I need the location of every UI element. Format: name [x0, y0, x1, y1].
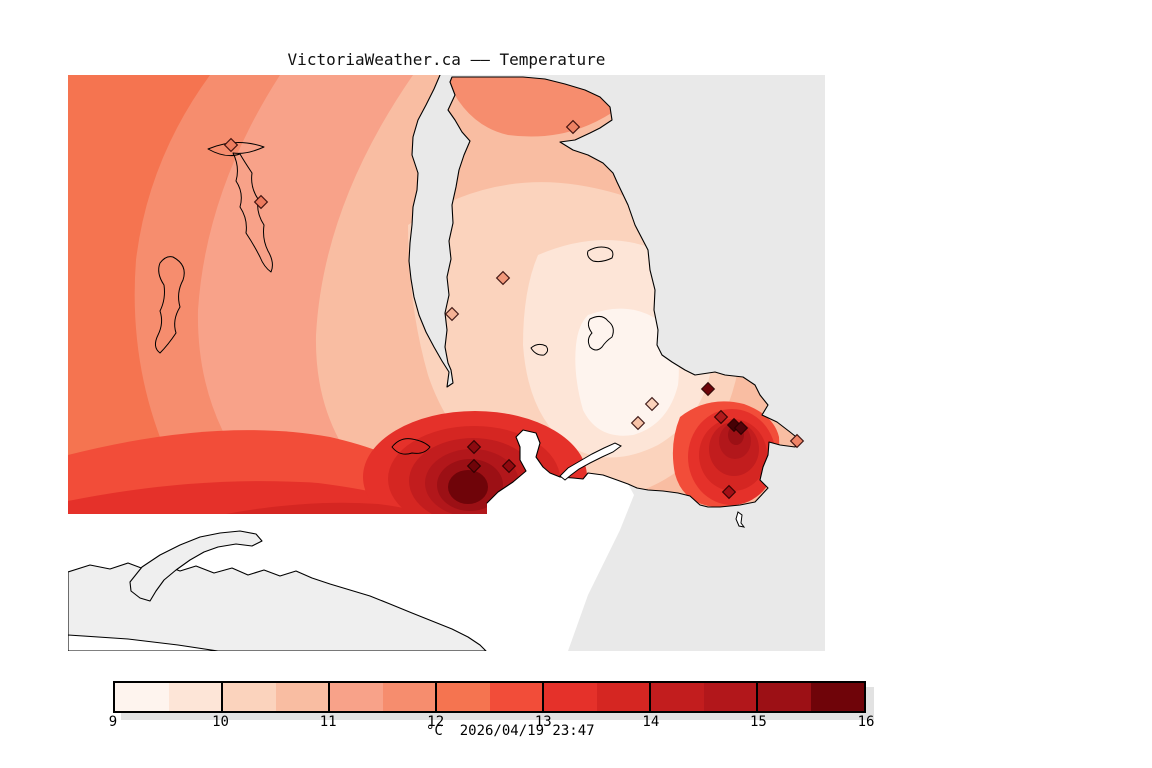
colorbar-tick-line — [435, 683, 437, 711]
colorbar-segment — [650, 683, 704, 711]
colorbar-tick-label: 10 — [212, 714, 229, 730]
station-diamond-marker — [733, 420, 749, 436]
colorbar-tick-label: 9 — [108, 714, 118, 730]
lake-elk — [587, 315, 614, 351]
colorbar-tick-label: 16 — [857, 714, 875, 730]
station-diamond-marker — [565, 119, 581, 135]
colorbar-segment — [757, 683, 811, 711]
colorbar-segment — [489, 683, 543, 711]
colorbar-tick-line — [541, 683, 544, 711]
colorbar-segment — [329, 683, 383, 711]
station-diamond-marker — [223, 137, 239, 153]
station-diamond-marker — [700, 381, 716, 397]
colorbar-tick-line — [649, 683, 651, 711]
lake-shawnigan — [207, 142, 273, 273]
colorbar-segment — [543, 683, 597, 711]
station-diamond-marker — [644, 396, 660, 412]
station-diamond-marker — [253, 194, 269, 210]
station-diamond-marker — [721, 484, 737, 500]
gorge-waterway — [559, 442, 622, 481]
station-diamond-marker — [444, 306, 460, 322]
colorbar-tick-line — [220, 683, 223, 711]
bottom-corner-water — [68, 634, 219, 651]
station-diamond-marker — [466, 458, 482, 474]
colorbar-segment — [382, 683, 436, 711]
colorbar-tick-label: 12 — [427, 714, 445, 730]
colorbar-segment — [703, 683, 757, 711]
station-diamond-marker — [466, 439, 482, 455]
lake-west — [154, 256, 185, 354]
colorbar-tick-label: 11 — [319, 714, 337, 730]
station-diamond-marker — [495, 270, 511, 286]
colorbar-segment — [810, 683, 864, 711]
station-markers — [223, 119, 805, 500]
temperature-map — [68, 75, 825, 651]
units-datetime-label: °C 2026/04/19 23:47 — [426, 723, 595, 739]
station-diamond-marker — [630, 415, 646, 431]
spit-land — [129, 530, 263, 602]
colorbar-segment — [168, 683, 222, 711]
station-diamond-marker — [501, 458, 517, 474]
lake-prospect — [587, 246, 614, 263]
station-diamond-marker — [713, 409, 729, 425]
colorbar-segment — [596, 683, 650, 711]
lake-small — [530, 343, 549, 356]
colorbar-segment — [222, 683, 276, 711]
colorbar-tick-label: 13 — [534, 714, 552, 730]
colorbar-segment — [115, 683, 169, 711]
colorbar-tick-line — [327, 683, 330, 711]
colorbar-tick-label: 14 — [642, 714, 660, 730]
map-title: VictoriaWeather.ca –– Temperature — [287, 50, 606, 69]
colorbar-tick-line — [756, 683, 758, 711]
coastline-main — [408, 75, 801, 508]
colorbar-tick-label: 15 — [749, 714, 767, 730]
colorbar-segment — [436, 683, 490, 711]
trial-island — [735, 511, 746, 528]
colorbar-segment — [275, 683, 329, 711]
colorbar — [113, 681, 866, 713]
lake-sooke — [391, 438, 431, 455]
station-diamond-marker — [789, 433, 805, 449]
